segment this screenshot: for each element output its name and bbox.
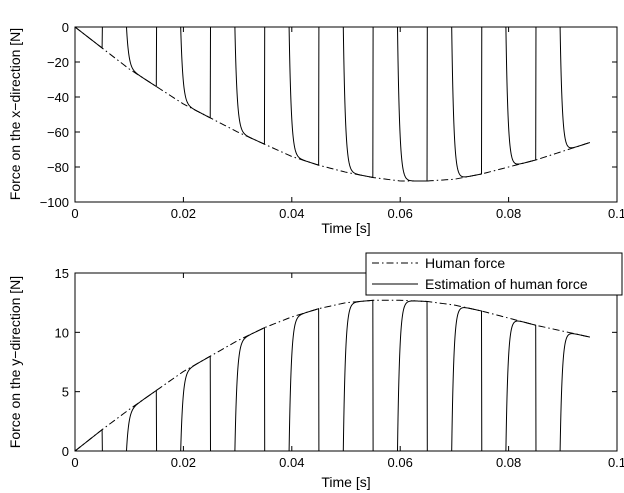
x-tick-label: 0.04 (279, 455, 304, 470)
series-human-force (74, 299, 591, 452)
y-tick-label: 0 (62, 444, 69, 459)
legend-label-human-force: Human force (425, 255, 505, 271)
x-tick-label: 0.1 (608, 206, 624, 221)
series-human-force (74, 26, 591, 182)
x-tick-label: 0.08 (496, 455, 521, 470)
series-estimation-of-human-force (74, 299, 591, 452)
x-tick-label: 0.08 (496, 206, 521, 221)
plot-area-frame (74, 272, 618, 452)
plot-y-direction: 0 0.02 0.04 0.06 0.08 0.1 0 5 10 15 Time [s] Forc… (7, 252, 624, 490)
plot-x-direction: 0 0.02 0.04 0.06 0.08 0.1 0 −20 −40 −60 −80 −100 Ti… (7, 20, 624, 236)
x-tick-label: 0.1 (608, 455, 624, 470)
y-tick-label: 10 (55, 325, 69, 340)
y-tick-label: 15 (55, 266, 69, 281)
x-tick-label: 0 (71, 455, 78, 470)
x-tick-label: 0.06 (388, 206, 413, 221)
legend: Human force Estimation of human force (365, 252, 623, 296)
x-tick-label: 0.02 (171, 455, 196, 470)
x-axis-label: Time [s] (321, 474, 370, 490)
series-lines (74, 299, 591, 452)
legend-label-estimation: Estimation of human force (425, 276, 588, 292)
y-tick-label: −100 (40, 195, 69, 210)
x-tick-label: 0.04 (279, 206, 304, 221)
series-estimation-of-human-force (74, 26, 591, 182)
y-tick-label: −40 (47, 90, 69, 105)
y-tick-label: 0 (62, 20, 69, 35)
plot-area-frame (74, 26, 618, 203)
x-tick-label: 0 (71, 206, 78, 221)
y-axis-label: Force on the y−direction [N] (7, 276, 23, 448)
y-tick-label: −60 (47, 125, 69, 140)
legend-box (365, 252, 623, 296)
y-tick-label: −80 (47, 160, 69, 175)
x-tick-label: 0.02 (171, 206, 196, 221)
axis-ticks: 0 0.02 0.04 0.06 0.08 0.1 0 −20 −40 −60 −80 −100 (40, 20, 624, 221)
x-axis-label: Time [s] (321, 220, 370, 236)
series-lines (74, 26, 591, 182)
y-tick-label: 5 (62, 385, 69, 400)
y-axis-label: Force on the x−direction [N] (7, 28, 23, 200)
y-tick-label: −20 (47, 55, 69, 70)
x-tick-label: 0.06 (388, 455, 413, 470)
axis-ticks: 0 0.02 0.04 0.06 0.08 0.1 0 5 10 15 (55, 266, 624, 470)
